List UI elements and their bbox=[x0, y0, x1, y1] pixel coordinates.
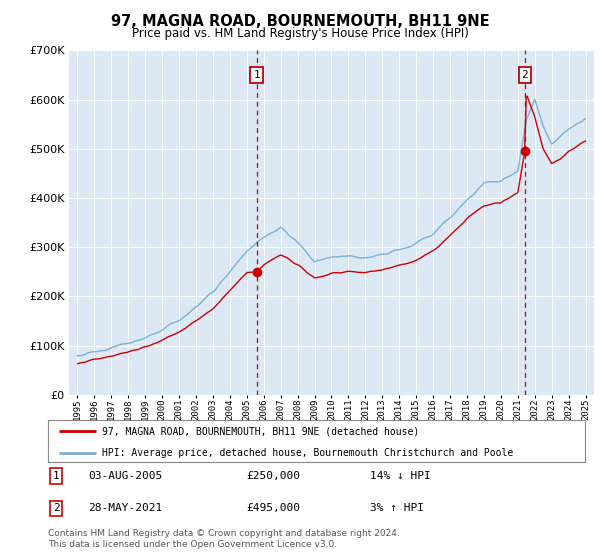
Text: 2: 2 bbox=[53, 503, 59, 514]
Text: 97, MAGNA ROAD, BOURNEMOUTH, BH11 9NE: 97, MAGNA ROAD, BOURNEMOUTH, BH11 9NE bbox=[110, 14, 490, 29]
Text: 1: 1 bbox=[253, 70, 260, 80]
Text: Price paid vs. HM Land Registry's House Price Index (HPI): Price paid vs. HM Land Registry's House … bbox=[131, 27, 469, 40]
Text: £250,000: £250,000 bbox=[247, 471, 301, 481]
Text: HPI: Average price, detached house, Bournemouth Christchurch and Poole: HPI: Average price, detached house, Bour… bbox=[101, 448, 513, 458]
Text: Contains HM Land Registry data © Crown copyright and database right 2024.
This d: Contains HM Land Registry data © Crown c… bbox=[48, 529, 400, 549]
Text: 3% ↑ HPI: 3% ↑ HPI bbox=[370, 503, 424, 514]
Text: 97, MAGNA ROAD, BOURNEMOUTH, BH11 9NE (detached house): 97, MAGNA ROAD, BOURNEMOUTH, BH11 9NE (d… bbox=[101, 426, 419, 436]
Text: 28-MAY-2021: 28-MAY-2021 bbox=[88, 503, 163, 514]
Text: 03-AUG-2005: 03-AUG-2005 bbox=[88, 471, 163, 481]
Text: 2: 2 bbox=[521, 70, 528, 80]
Text: £495,000: £495,000 bbox=[247, 503, 301, 514]
Text: 1: 1 bbox=[53, 471, 59, 481]
Text: 14% ↓ HPI: 14% ↓ HPI bbox=[370, 471, 431, 481]
